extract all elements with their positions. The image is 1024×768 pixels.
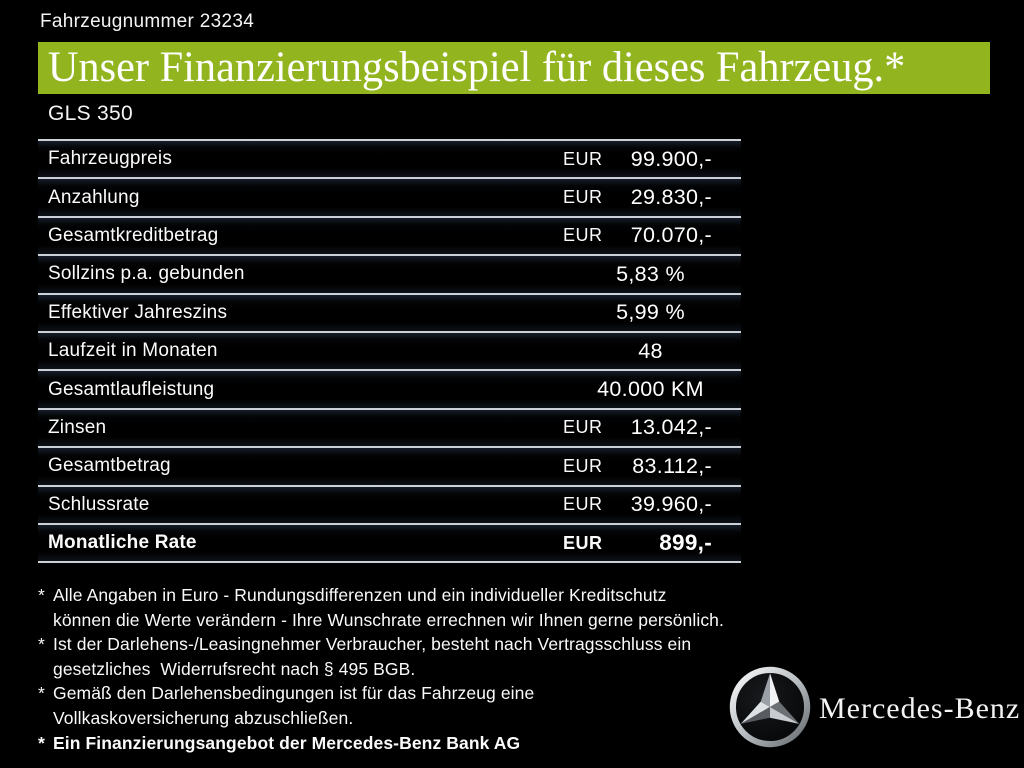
- page-title: Unser Finanzierungsbeispiel für dieses F…: [47, 44, 906, 91]
- currency-label: EUR: [563, 148, 603, 169]
- currency-label: EUR: [563, 494, 603, 515]
- table-row-laufzeit: Laufzeit in Monaten 48: [38, 332, 741, 372]
- amount-value: 29.830,-: [630, 185, 712, 210]
- amount-value: 39.960,-: [630, 492, 712, 517]
- table-row-effektiver-jahreszins: Effektiver Jahreszins 5,99 %: [38, 294, 741, 333]
- footnote-widerrufsrecht: * Ist der Darlehens-/Leasingnehmer Verbr…: [38, 632, 738, 681]
- row-label: Fahrzeugpreis: [48, 148, 173, 170]
- currency-label: EUR: [563, 532, 603, 553]
- title-banner: Unser Finanzierungsbeispiel für dieses F…: [38, 42, 990, 94]
- row-value: EUR 70.070,-: [560, 218, 741, 254]
- footnote-text: Ein Finanzierungsangebot der Mercedes-Be…: [53, 732, 521, 753]
- footnote-text: Gemäß den Darlehensbedingungen ist für d…: [53, 683, 535, 728]
- currency-label: EUR: [563, 417, 603, 438]
- row-label: Anzahlung: [48, 186, 140, 208]
- row-label: Monatliche Rate: [48, 532, 197, 554]
- row-value: EUR 83.112,-: [560, 448, 741, 484]
- currency-label: EUR: [563, 225, 603, 246]
- footnote-bank-ag: * Ein Finanzierungsangebot der Mercedes-…: [38, 731, 738, 756]
- table-row-schlussrate: Schlussrate EUR 39.960,-: [38, 486, 741, 525]
- vehicle-model: GLS 350: [48, 102, 133, 125]
- amount-value: 40.000 KM: [597, 377, 704, 402]
- row-label: Zinsen: [48, 416, 107, 438]
- footnote-text: Ist der Darlehens-/Leasingnehmer Verbrau…: [53, 634, 692, 679]
- brand-wordmark: Mercedes-Benz: [819, 692, 1021, 725]
- amount-value: 13.042,-: [630, 415, 712, 440]
- mercedes-star-icon: [729, 666, 811, 748]
- amount-value: 5,99 %: [616, 300, 685, 325]
- row-value: EUR 899,-: [560, 525, 741, 561]
- footnote-rounding: * Alle Angaben in Euro - Rundungsdiffere…: [38, 583, 738, 632]
- row-value: EUR 29.830,-: [560, 179, 741, 215]
- vehicle-number: Fahrzeugnummer 23234: [40, 11, 255, 32]
- row-label: Effektiver Jahreszins: [48, 301, 228, 323]
- row-value: EUR 99.900,-: [560, 141, 741, 177]
- amount-value: 83.112,-: [632, 453, 712, 478]
- amount-value: 899,-: [659, 530, 712, 556]
- row-label: Schlussrate: [48, 493, 150, 515]
- table-row-fahrzeugpreis: Fahrzeugpreis EUR 99.900,-: [38, 141, 741, 180]
- footnotes: * Alle Angaben in Euro - Rundungsdiffere…: [38, 583, 738, 755]
- asterisk-marker: *: [38, 634, 45, 655]
- footnote-vollkasko: * Gemäß den Darlehensbedingungen ist für…: [38, 681, 738, 730]
- amount-value: 48: [638, 338, 663, 363]
- brand-block: Mercedes-Benz: [725, 662, 1019, 754]
- row-value: 40.000 KM: [560, 371, 741, 407]
- row-value: EUR 39.960,-: [560, 487, 741, 523]
- row-value: 5,99 %: [560, 295, 741, 331]
- amount-value: 99.900,-: [630, 146, 712, 171]
- row-value: 5,83 %: [560, 256, 741, 292]
- asterisk-marker: *: [38, 683, 45, 704]
- currency-label: EUR: [563, 187, 603, 208]
- table-row-anzahlung: Anzahlung EUR 29.830,-: [38, 179, 741, 218]
- row-value: EUR 13.042,-: [560, 410, 741, 446]
- row-label: Gesamtlaufleistung: [48, 378, 215, 400]
- table-row-monatliche-rate: Monatliche Rate EUR 899,-: [38, 524, 741, 564]
- amount-value: 70.070,-: [630, 223, 712, 248]
- table-row-gesamtlaufleistung: Gesamtlaufleistung 40.000 KM: [38, 371, 741, 410]
- row-label: Gesamtkreditbetrag: [48, 224, 219, 246]
- row-label: Laufzeit in Monaten: [48, 340, 218, 362]
- asterisk-marker: *: [38, 585, 45, 605]
- finance-table: Fahrzeugpreis EUR 99.900,- Anzahlung EUR…: [38, 139, 741, 564]
- table-row-zinsen: Zinsen EUR 13.042,-: [38, 409, 741, 449]
- table-row-gesamtbetrag: Gesamtbetrag EUR 83.112,-: [38, 448, 741, 487]
- row-label: Gesamtbetrag: [48, 455, 171, 477]
- row-label: Sollzins p.a. gebunden: [48, 263, 245, 285]
- footnote-text: Alle Angaben in Euro - Rundungsdifferenz…: [53, 585, 724, 630]
- currency-label: EUR: [563, 455, 603, 476]
- table-row-gesamtkreditbetrag: Gesamtkreditbetrag EUR 70.070,-: [38, 217, 741, 257]
- row-value: 48: [560, 333, 741, 369]
- amount-value: 5,83 %: [616, 261, 685, 286]
- asterisk-marker: *: [38, 732, 45, 753]
- table-row-sollzins: Sollzins p.a. gebunden 5,83 %: [38, 256, 741, 295]
